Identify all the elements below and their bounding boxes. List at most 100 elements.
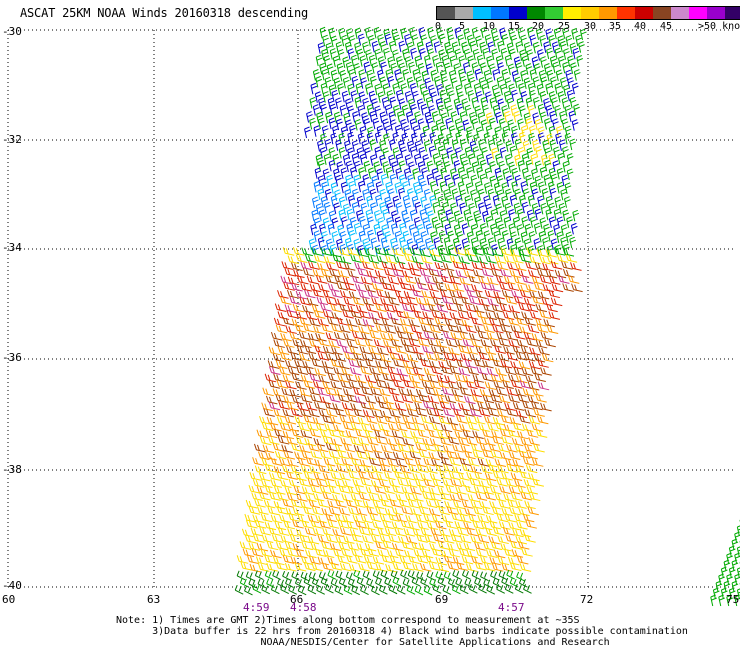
- wind-barb: [311, 209, 319, 222]
- wind-barb: [370, 387, 382, 397]
- wind-barb: [374, 48, 382, 61]
- wind-barb: [292, 542, 305, 552]
- wind-barb: [495, 111, 502, 124]
- wind-barb: [432, 201, 440, 214]
- wind-barb: [317, 159, 325, 172]
- wind-barb: [372, 570, 382, 580]
- wind-barb: [492, 526, 505, 536]
- wind-barb: [328, 506, 341, 516]
- lon-label: 69: [435, 593, 449, 606]
- wind-barb: [394, 345, 407, 354]
- wind-barb: [464, 104, 472, 117]
- wind-barb: [540, 76, 548, 88]
- wind-barb: [356, 248, 368, 258]
- wind-barb: [359, 55, 367, 67]
- wind-barb: [485, 91, 492, 103]
- wind-barb: [412, 90, 419, 103]
- wind-barb: [330, 303, 342, 313]
- wind-barb: [438, 506, 450, 516]
- wind-barb: [482, 104, 489, 117]
- wind-barb: [468, 402, 480, 412]
- wind-barb: [532, 295, 544, 305]
- wind-barb: [248, 506, 261, 515]
- wind-barb: [535, 429, 548, 438]
- wind-barb: [380, 444, 393, 454]
- wind-barb: [343, 443, 356, 453]
- wind-barb: [390, 237, 397, 250]
- wind-barb: [312, 380, 325, 390]
- wind-barb: [438, 49, 445, 61]
- wind-barb: [282, 316, 295, 326]
- wind-barb: [370, 352, 383, 361]
- wind-barb: [485, 112, 493, 124]
- wind-barb: [520, 180, 528, 193]
- wind-barb: [486, 276, 499, 286]
- wind-barb: [279, 548, 291, 558]
- wind-barb: [471, 317, 483, 326]
- wind-barb: [307, 535, 320, 545]
- wind-barb: [343, 297, 356, 306]
- wind-barb: [264, 485, 277, 495]
- wind-barb: [443, 97, 451, 110]
- wind-barb: [357, 104, 365, 117]
- wind-barb: [479, 388, 492, 398]
- wind-barb: [507, 262, 519, 271]
- legend-tick-label: >50 knots: [698, 21, 740, 32]
- wind-barb: [374, 246, 387, 256]
- wind-barb: [315, 54, 323, 67]
- wind-barb: [443, 408, 455, 417]
- wind-barb: [383, 133, 390, 145]
- wind-barb: [367, 126, 374, 139]
- wind-barb: [465, 415, 478, 425]
- wind-barb: [563, 84, 570, 97]
- wind-barb: [479, 41, 486, 54]
- wind-barb: [362, 261, 374, 271]
- wind-barb: [484, 34, 492, 46]
- wind-barb: [511, 549, 524, 558]
- wind-barb: [432, 584, 442, 594]
- wind-barb: [506, 175, 513, 187]
- wind-barb: [424, 54, 431, 67]
- wind-barb: [325, 296, 337, 306]
- wind-barb: [301, 247, 313, 257]
- wind-barb: [354, 41, 361, 54]
- wind-barb: [348, 180, 355, 193]
- wind-barb: [425, 41, 433, 53]
- wind-barb: [403, 290, 416, 300]
- wind-barb: [412, 435, 425, 445]
- wind-barb: [501, 131, 509, 144]
- wind-barb: [521, 153, 529, 165]
- wind-barb: [376, 472, 388, 482]
- wind-barb: [517, 27, 525, 39]
- wind-barb: [374, 146, 382, 158]
- wind-barb: [257, 578, 267, 589]
- wind-barb: [451, 512, 463, 522]
- wind-barb: [550, 297, 563, 307]
- wind-barb: [381, 261, 393, 270]
- wind-barb: [518, 302, 530, 312]
- wind-barb: [401, 451, 414, 461]
- wind-barb: [532, 139, 539, 152]
- wind-barb: [571, 27, 578, 40]
- wind-barb: [376, 125, 384, 137]
- wind-barb: [400, 27, 408, 40]
- wind-barb: [347, 48, 355, 60]
- wind-barb: [312, 196, 319, 209]
- wind-barb: [480, 281, 493, 291]
- wind-barb: [470, 535, 482, 544]
- lat-label: -38: [2, 463, 22, 476]
- wind-barb: [324, 401, 337, 410]
- wind-barb: [512, 216, 520, 229]
- wind-barb: [493, 230, 500, 243]
- wind-barb: [307, 442, 320, 452]
- wind-barb: [563, 268, 575, 278]
- wind-barb: [550, 173, 558, 186]
- wind-barb: [329, 48, 337, 60]
- wind-barb: [514, 262, 527, 272]
- wind-barb: [491, 84, 499, 97]
- wind-barb: [440, 167, 447, 179]
- wind-barb: [501, 436, 513, 445]
- wind-barb: [264, 570, 274, 581]
- wind-barb: [495, 275, 508, 285]
- wind-barb: [315, 275, 328, 284]
